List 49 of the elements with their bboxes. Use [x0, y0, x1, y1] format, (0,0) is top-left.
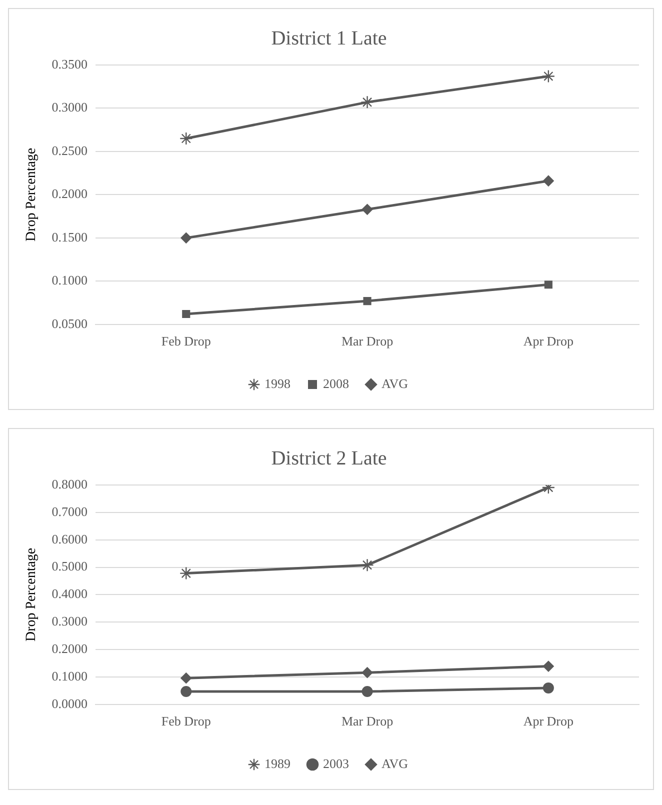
- point: [542, 175, 554, 186]
- y-tick-label: 0.5000: [52, 558, 88, 574]
- point: [360, 96, 374, 109]
- y-tick-label: 0.2000: [52, 640, 88, 656]
- point: [542, 660, 554, 672]
- point: [360, 558, 374, 572]
- y-tick-label: 0.2500: [52, 142, 88, 158]
- y-axis-title: Drop Percentage: [24, 148, 40, 242]
- point: [544, 280, 552, 289]
- point: [180, 686, 192, 698]
- point: [180, 132, 193, 146]
- y-tick-label: 0.1000: [52, 668, 88, 684]
- y-tick-label: 0.8000: [52, 476, 88, 492]
- legend-label: 1998: [264, 376, 291, 391]
- y-tick-label: 0.2000: [52, 186, 88, 202]
- point: [182, 310, 190, 318]
- legend-label: AVG: [382, 376, 408, 391]
- point: [180, 672, 192, 684]
- x-tick-label: Feb Drop: [161, 714, 211, 729]
- x-tick-label: Apr Drop: [523, 714, 574, 729]
- point: [542, 682, 554, 694]
- chart-title: District 1 Late: [271, 27, 387, 50]
- x-tick-label: Feb Drop: [161, 334, 211, 349]
- point: [362, 686, 373, 698]
- y-tick-label: 0.3000: [52, 100, 88, 115]
- legend-label: 2003: [323, 756, 350, 771]
- legend-label: 1989: [264, 756, 291, 771]
- y-axis-title: Drop Percentage: [24, 548, 40, 642]
- chart-title: District 2 Late: [271, 447, 387, 470]
- y-tick-label: 0.3000: [52, 614, 88, 629]
- legend-label: 2008: [323, 376, 350, 391]
- point: [362, 667, 373, 678]
- point: [542, 70, 556, 83]
- y-tick-label: 0.0000: [52, 696, 88, 711]
- point: [362, 204, 373, 215]
- y-tick-label: 0.7000: [52, 504, 88, 519]
- y-tick-label: 0.0500: [52, 316, 88, 331]
- x-tick-label: Mar Drop: [341, 714, 394, 729]
- y-tick-label: 0.6000: [52, 531, 88, 546]
- y-tick-label: 0.1500: [52, 229, 88, 244]
- y-tick-label: 0.4000: [52, 586, 88, 602]
- x-tick-label: Apr Drop: [523, 334, 574, 349]
- point: [180, 566, 193, 580]
- y-tick-label: 0.1000: [52, 272, 88, 288]
- y-tick-label: 0.3500: [52, 56, 88, 72]
- point: [180, 232, 192, 244]
- point: [363, 297, 372, 306]
- legend-label: AVG: [382, 756, 408, 771]
- x-tick-label: Mar Drop: [341, 334, 394, 349]
